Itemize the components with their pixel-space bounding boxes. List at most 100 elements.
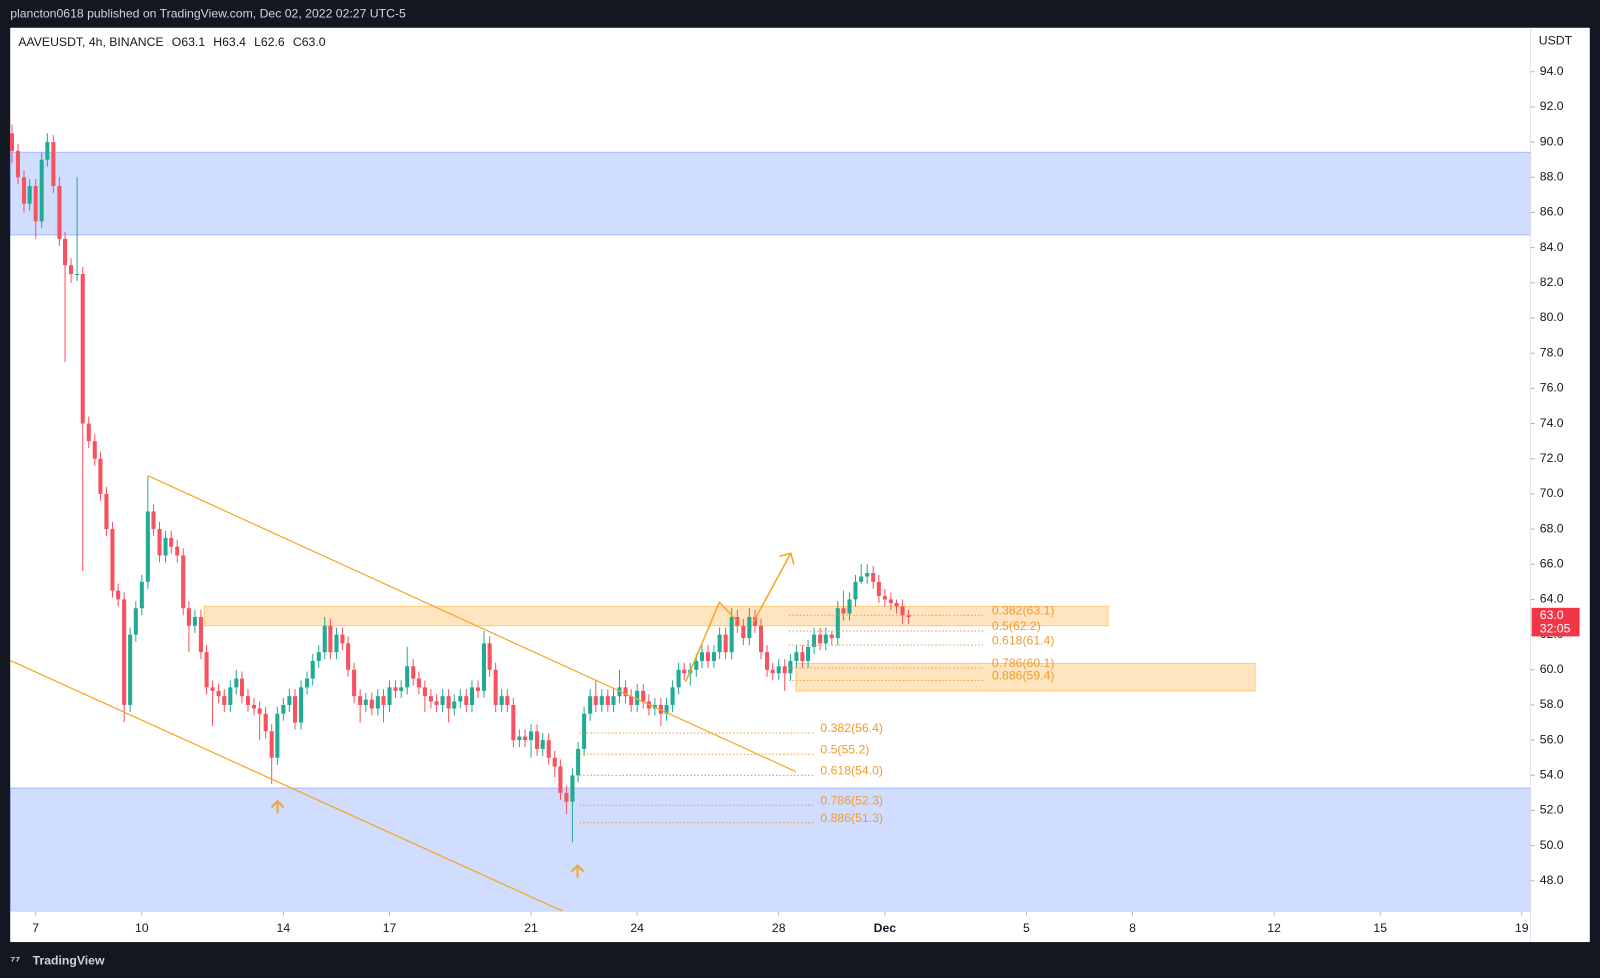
candle-body: [505, 696, 510, 705]
candle-body: [334, 634, 339, 653]
candle-body: [346, 643, 351, 670]
candle-body: [699, 652, 704, 661]
candle-body: [251, 704, 257, 709]
candle-body: [711, 652, 717, 661]
candle-body: [717, 634, 722, 653]
candle-body: [352, 669, 357, 697]
candle-body: [670, 687, 675, 705]
fib-label: 0.786(52.3): [820, 793, 883, 807]
candle-body: [405, 666, 410, 688]
y-tick-label: 92.0: [1540, 99, 1564, 113]
candle-body: [393, 687, 398, 691]
fib-label: 0.886(59.4): [992, 668, 1055, 682]
y-tick-label: 80.0: [1540, 310, 1564, 324]
fib-label: 0.618(54.0): [820, 763, 883, 777]
candle-body: [511, 704, 516, 741]
candle-body: [564, 792, 569, 802]
candle-body: [104, 493, 109, 530]
candle-body: [611, 696, 616, 705]
candle-body: [588, 696, 593, 714]
candle-body: [694, 660, 699, 670]
candle-body: [51, 142, 56, 187]
candle-body: [210, 687, 215, 691]
y-tick-label: 60.0: [1540, 662, 1564, 676]
y-tick-label: 58.0: [1540, 697, 1564, 711]
candle-body: [128, 634, 133, 705]
ohlc-open: O63.1: [172, 35, 206, 49]
y-tick-label: 66.0: [1540, 556, 1564, 570]
candle-body: [192, 617, 197, 626]
candle-body: [27, 186, 32, 204]
candle-body: [239, 678, 245, 697]
plot-background: [10, 27, 1590, 943]
candle-body: [169, 537, 174, 547]
candle-body: [705, 652, 710, 661]
candle-body: [292, 696, 298, 723]
x-tick-label: 14: [277, 921, 291, 935]
candle-body: [770, 669, 775, 674]
candle-body: [387, 687, 392, 705]
candle-body: [876, 581, 881, 596]
candle-body: [163, 537, 168, 556]
y-tick-label: 68.0: [1540, 521, 1564, 535]
candle-body: [428, 696, 433, 702]
candle-body: [499, 696, 504, 705]
candle-body: [576, 748, 581, 776]
candle-body: [882, 595, 887, 600]
ohlc-low: L62.6: [254, 35, 285, 49]
candle-body: [15, 150, 21, 178]
fib-label: 0.5(55.2): [820, 742, 869, 756]
candle-body: [411, 666, 416, 679]
y-tick-label: 64.0: [1540, 592, 1564, 606]
candle-body: [599, 696, 604, 705]
candle-body: [363, 699, 368, 705]
y-tick-label: 70.0: [1540, 486, 1564, 500]
candle-body: [894, 602, 899, 607]
candle-body: [765, 652, 770, 670]
candle-body: [228, 687, 233, 705]
fib-label: 0.382(56.4): [820, 721, 883, 735]
candle-body: [116, 590, 121, 600]
candle-body: [198, 617, 203, 653]
candle-body: [322, 625, 327, 653]
x-tick-label: 19: [1515, 921, 1529, 935]
y-tick-label: 48.0: [1540, 873, 1564, 887]
candle-body: [676, 669, 681, 688]
candle-body: [529, 731, 534, 741]
candle-body: [823, 634, 828, 644]
y-tick-label: 76.0: [1540, 381, 1564, 395]
candle-body: [452, 701, 457, 709]
candle-body: [623, 687, 628, 697]
x-tick-label: 5: [1023, 921, 1030, 935]
candle-body: [275, 713, 280, 758]
candle-body: [458, 696, 463, 702]
candle-body: [835, 608, 840, 639]
candle-body: [122, 599, 127, 705]
candle-body: [617, 687, 622, 697]
candle-body: [829, 634, 834, 639]
candle-body: [723, 634, 728, 653]
candle-body: [328, 625, 333, 653]
candle-body: [151, 511, 156, 530]
candle-body: [535, 731, 540, 749]
y-tick-label: 56.0: [1540, 732, 1564, 746]
candle-body: [818, 634, 823, 644]
candle-body: [853, 581, 858, 600]
candle-body: [641, 690, 646, 702]
x-tick-label: 28: [772, 921, 786, 935]
symbol: AAVEUSDT, 4h, BINANCE: [18, 35, 163, 49]
candle-body: [440, 696, 445, 705]
candle-body: [381, 696, 386, 705]
price-tag-value: 63.0: [1540, 608, 1564, 622]
candle-body: [216, 690, 221, 697]
candle-body: [517, 736, 522, 741]
ohlc-close: C63.0: [293, 35, 326, 49]
candle-body: [269, 731, 274, 758]
candle-body: [92, 441, 97, 459]
y-tick-label: 72.0: [1540, 451, 1564, 465]
y-tick-label: 94.0: [1540, 64, 1564, 78]
projection-path: [685, 600, 738, 683]
y-tick-label: 54.0: [1540, 768, 1564, 782]
x-tick-label: 15: [1373, 921, 1387, 935]
